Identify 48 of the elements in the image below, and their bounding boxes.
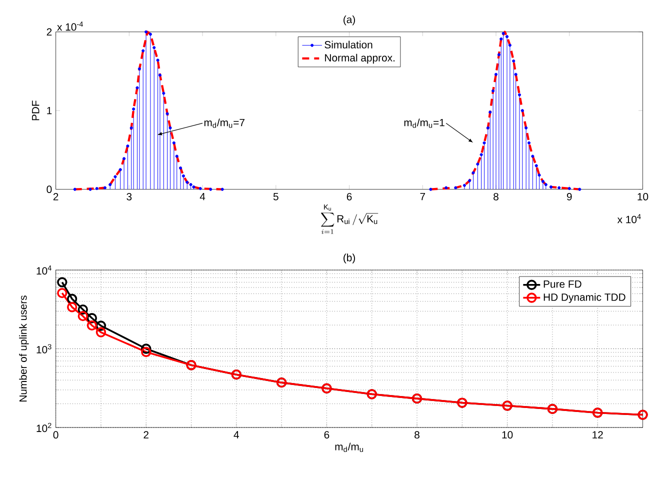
annotation: m$_{d}$/m$_{u}$=1 bbox=[404, 118, 444, 128]
point bbox=[57, 288, 68, 298]
point bbox=[86, 312, 98, 324]
point bbox=[78, 304, 88, 314]
x-tick-label: 10 bbox=[638, 192, 648, 200]
point bbox=[86, 320, 98, 330]
legend-label: Simulation bbox=[324, 40, 372, 48]
legend-label: Pure FD bbox=[544, 280, 582, 288]
point bbox=[78, 310, 88, 322]
x-axis-title: $\sum_{i=1}^{\mathrm{K_u}}\mathrm{R_{ui}}\,/\sqrt{\mathrm{K_u}}$ bbox=[320, 204, 378, 234]
y-axis-title: PDF bbox=[32, 100, 40, 120]
y-tick-label: 10$^{2}$ bbox=[36, 422, 52, 432]
x-tick-label: 12 bbox=[592, 431, 603, 438]
y-tick-label: 0 bbox=[46, 185, 52, 193]
y-tick-label: 2 bbox=[46, 28, 52, 36]
x-tick-label: 4 bbox=[234, 431, 239, 438]
point bbox=[66, 302, 78, 312]
x-tick-label: 3 bbox=[126, 192, 132, 200]
annotation: m$_{d}$/m$_{u}$=7 bbox=[204, 118, 244, 128]
point bbox=[141, 346, 152, 357]
x-tick-label: 9 bbox=[566, 192, 572, 200]
y-tick-label: 10$^{4}$ bbox=[36, 265, 52, 274]
chart-title: (b) bbox=[344, 254, 355, 264]
x-tick-label: 4 bbox=[200, 192, 206, 200]
x-tick-label: 8 bbox=[494, 192, 498, 200]
point bbox=[96, 320, 106, 331]
x-tick-label: 10 bbox=[502, 431, 513, 438]
x-tick-label: 6 bbox=[324, 431, 330, 438]
x-tick-label: 6 bbox=[346, 192, 352, 200]
y-tick-label: 10$^{3}$ bbox=[36, 344, 52, 354]
chart-title: (a) bbox=[344, 15, 355, 26]
x-tick-label: 2 bbox=[53, 192, 58, 200]
x-tick-label: 0 bbox=[53, 431, 58, 438]
x-tick-label: 2 bbox=[144, 431, 148, 438]
legend-label: HD Dynamic TDD bbox=[544, 293, 626, 303]
point bbox=[66, 294, 78, 304]
x-tick-label: 5 bbox=[273, 192, 278, 200]
x-axis-title: m$_{d}$/m$_{u}$ bbox=[335, 442, 363, 452]
point bbox=[57, 276, 68, 288]
x-tick-label: 7 bbox=[420, 192, 426, 200]
legend-label: Normal approx. bbox=[325, 54, 394, 64]
point bbox=[96, 327, 106, 338]
point bbox=[141, 344, 152, 354]
y-tick-label: 1 bbox=[47, 106, 52, 114]
text: x 10$^{-4}$ bbox=[57, 21, 83, 31]
x-tick-label: 8 bbox=[414, 431, 420, 438]
text: x 10$^{4}$ bbox=[617, 214, 641, 224]
y-axis-title: Number of uplink users bbox=[19, 295, 29, 402]
